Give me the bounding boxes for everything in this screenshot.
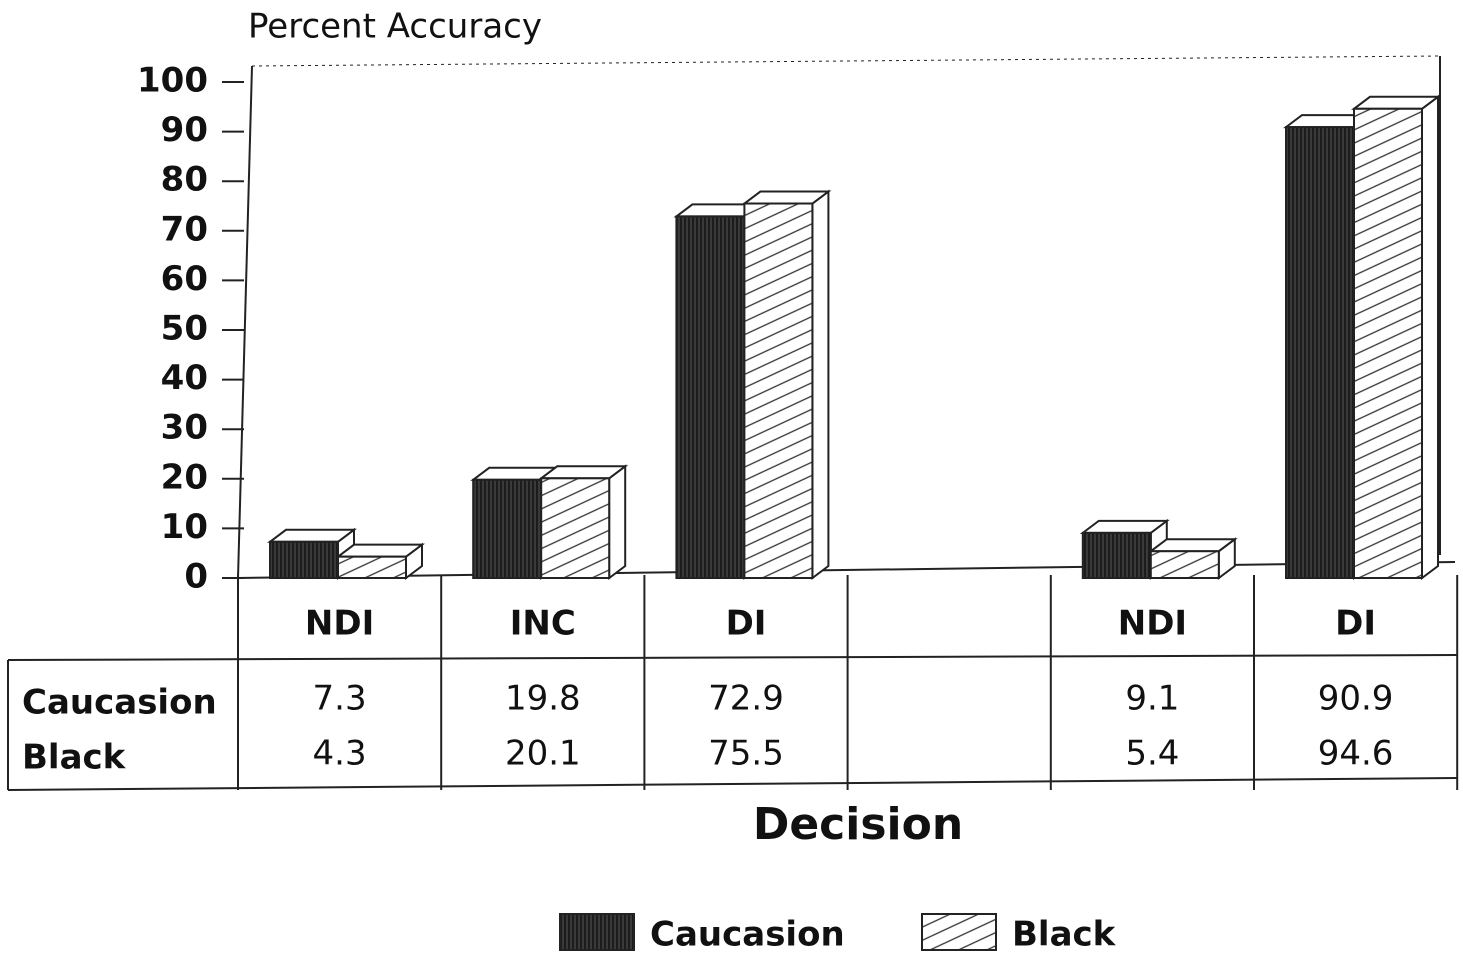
x-tick-label: DI [726, 604, 767, 644]
legend-swatch [559, 913, 635, 951]
y-tick-label: 10 [161, 507, 208, 547]
bar [540, 477, 611, 579]
bar [1081, 531, 1152, 580]
table-cell: 20.1 [505, 734, 581, 774]
legend-label: Caucasion [650, 915, 845, 955]
y-tick-label: 100 [137, 61, 208, 101]
table-cell: 94.6 [1318, 734, 1394, 774]
y-tick-label: 60 [161, 259, 208, 299]
y-tick-label: 90 [161, 110, 208, 150]
bar [269, 540, 339, 579]
table-cell: 75.5 [708, 734, 784, 774]
table-cell: 7.3 [313, 679, 367, 719]
legend-swatch [921, 913, 997, 951]
bar-top [1351, 95, 1441, 110]
x-axis-title: Decision [753, 799, 963, 850]
bar-top [538, 465, 629, 480]
bar-top [335, 543, 425, 558]
y-tick-label: 20 [161, 457, 208, 497]
x-tick-label: DI [1335, 604, 1376, 644]
bar [1353, 107, 1423, 579]
table-row-header: Caucasion [22, 683, 217, 723]
bar-top [1079, 519, 1170, 534]
x-tick-label: NDI [1118, 604, 1187, 644]
bar [337, 555, 407, 579]
bar [743, 202, 814, 580]
x-tick-label: INC [510, 604, 576, 644]
bar-side [811, 189, 830, 580]
table-cell: 9.1 [1125, 679, 1179, 719]
bar [675, 215, 746, 580]
table-cell: 72.9 [708, 679, 784, 719]
table-cell: 19.8 [505, 679, 581, 719]
bar [472, 478, 543, 579]
y-tick-label: 70 [161, 209, 208, 249]
bar-side [608, 464, 627, 580]
legend-label: Black [1012, 915, 1117, 955]
table-row-header: Black [22, 738, 127, 778]
table-cell: 4.3 [313, 734, 367, 774]
y-tick-label: 30 [161, 408, 208, 448]
bar-top [267, 528, 357, 543]
table-cell: 90.9 [1318, 679, 1394, 719]
y-tick-label: 80 [161, 160, 208, 200]
y-tick-label: 50 [161, 309, 208, 349]
bar-top [741, 190, 832, 205]
y-axis-title: Percent Accuracy [248, 7, 542, 47]
x-tick-label: NDI [305, 604, 374, 644]
bar [1149, 550, 1220, 580]
bar-top [1147, 538, 1238, 553]
bar-side [1421, 94, 1439, 580]
table-cell: 5.4 [1125, 734, 1179, 774]
y-tick-label: 40 [161, 358, 208, 398]
bar [1285, 126, 1355, 580]
y-tick-label: 0 [184, 557, 208, 597]
